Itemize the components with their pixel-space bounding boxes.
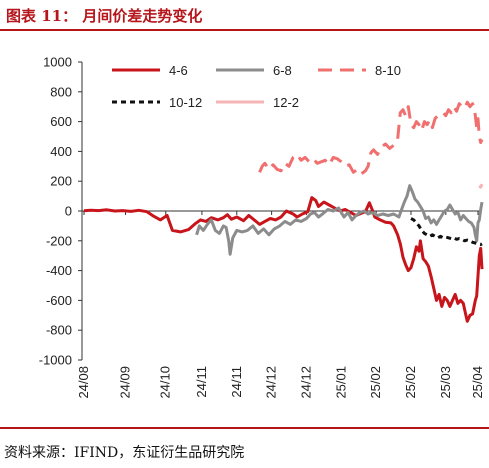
x-tick-label: 24/12 bbox=[264, 366, 279, 399]
series-line-4-6 bbox=[83, 196, 484, 323]
series-line-6-8 bbox=[195, 184, 484, 256]
y-tick-label: -400 bbox=[46, 263, 72, 278]
y-tick-label: -800 bbox=[46, 323, 72, 338]
series-line-12-2 bbox=[478, 183, 484, 189]
y-tick-label: -200 bbox=[46, 233, 72, 248]
y-tick-label: -600 bbox=[46, 293, 72, 308]
title-divider bbox=[0, 29, 489, 31]
y-tick-label: 800 bbox=[50, 84, 72, 99]
x-tick-label: 25/02 bbox=[403, 366, 418, 399]
series-line-8-10 bbox=[258, 100, 484, 176]
axes: -1000 -800 -600 -400 -200 0 200 400 600 800 1000 24… bbox=[39, 55, 485, 399]
legend-label-8-10: 8-10 bbox=[375, 63, 401, 78]
legend-label-12-2: 12-2 bbox=[273, 95, 299, 110]
x-tick-label: 24/10 bbox=[158, 366, 173, 399]
source-divider bbox=[0, 427, 489, 429]
x-tick-label: 24/09 bbox=[118, 366, 133, 399]
legend-label-6-8: 6-8 bbox=[273, 63, 292, 78]
legend-label-10-12: 10-12 bbox=[169, 95, 202, 110]
x-tick-label: 24/12 bbox=[298, 366, 313, 399]
x-tick-label: 25/04 bbox=[470, 366, 485, 399]
y-tick-label: 200 bbox=[50, 174, 72, 189]
y-tick-label: -1000 bbox=[39, 353, 72, 368]
legend-label-4-6: 4-6 bbox=[169, 63, 188, 78]
source-note: 资料来源：IFIND，东证衍生品研究院 bbox=[4, 445, 245, 461]
y-tick-label: 1000 bbox=[43, 55, 72, 70]
legend: 4-6 6-8 8-10 10-12 12-2 bbox=[112, 63, 401, 110]
x-tick-label: 24/11 bbox=[194, 366, 209, 398]
x-tick-label: 25/01 bbox=[333, 366, 348, 399]
x-tick-label: 24/08 bbox=[76, 366, 91, 399]
series-lines bbox=[83, 100, 484, 323]
y-tick-label: 400 bbox=[50, 144, 72, 159]
y-tick-label: 0 bbox=[65, 204, 72, 219]
y-tick-label: 600 bbox=[50, 114, 72, 129]
x-tick-label: 24/11 bbox=[229, 366, 244, 398]
x-tick-label: 25/03 bbox=[438, 366, 453, 399]
series-line-10-12 bbox=[410, 217, 483, 246]
x-tick-label: 25/02 bbox=[368, 366, 383, 399]
figure-title: 图表 11： 月间价差走势变化 bbox=[6, 7, 203, 25]
